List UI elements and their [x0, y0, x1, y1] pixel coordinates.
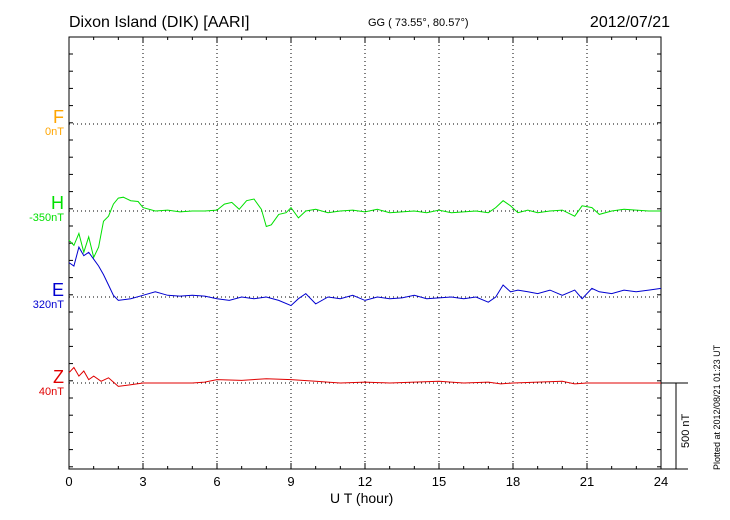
- series-line-e: [68, 245, 662, 307]
- geographic-coordinates: GG ( 73.55°, 80.57°): [368, 17, 469, 29]
- scale-bar-label: 500 nT: [680, 413, 692, 448]
- x-tick-label: 12: [358, 474, 372, 489]
- station-title: Dixon Island (DIK) [AARI]: [69, 14, 250, 31]
- component-e-baseline: 320nT: [32, 299, 64, 311]
- component-label-e: E 320nT: [33, 281, 64, 312]
- x-tick-label: 24: [654, 474, 668, 489]
- component-f-name: F: [53, 107, 64, 127]
- series-line-h: [68, 196, 661, 259]
- plotted-timestamp: Plotted at 2012/08/21 01:23 UT: [712, 344, 722, 470]
- component-z-baseline: 40nT: [38, 386, 64, 398]
- series-line-z: [68, 366, 661, 387]
- component-label-f: F 0nT: [45, 108, 64, 139]
- component-e-name: E: [51, 280, 64, 300]
- component-z-name: Z: [53, 367, 64, 387]
- component-label-h: H -350nT: [29, 194, 64, 225]
- x-tick-label: 9: [287, 474, 294, 489]
- x-tick-label: 21: [580, 474, 594, 489]
- x-tick-label: 3: [139, 474, 146, 489]
- component-f-baseline: 0nT: [45, 126, 64, 138]
- x-tick-label: 18: [506, 474, 520, 489]
- x-axis-label: U T (hour): [330, 490, 394, 506]
- x-tick-label: 6: [213, 474, 220, 489]
- component-h-name: H: [51, 193, 64, 213]
- x-tick-label: 0: [65, 474, 72, 489]
- component-h-baseline: -350nT: [29, 212, 64, 224]
- x-tick-label: 15: [432, 474, 446, 489]
- date-label: 2012/07/21: [589, 14, 670, 31]
- component-label-z: Z 40nT: [39, 368, 64, 399]
